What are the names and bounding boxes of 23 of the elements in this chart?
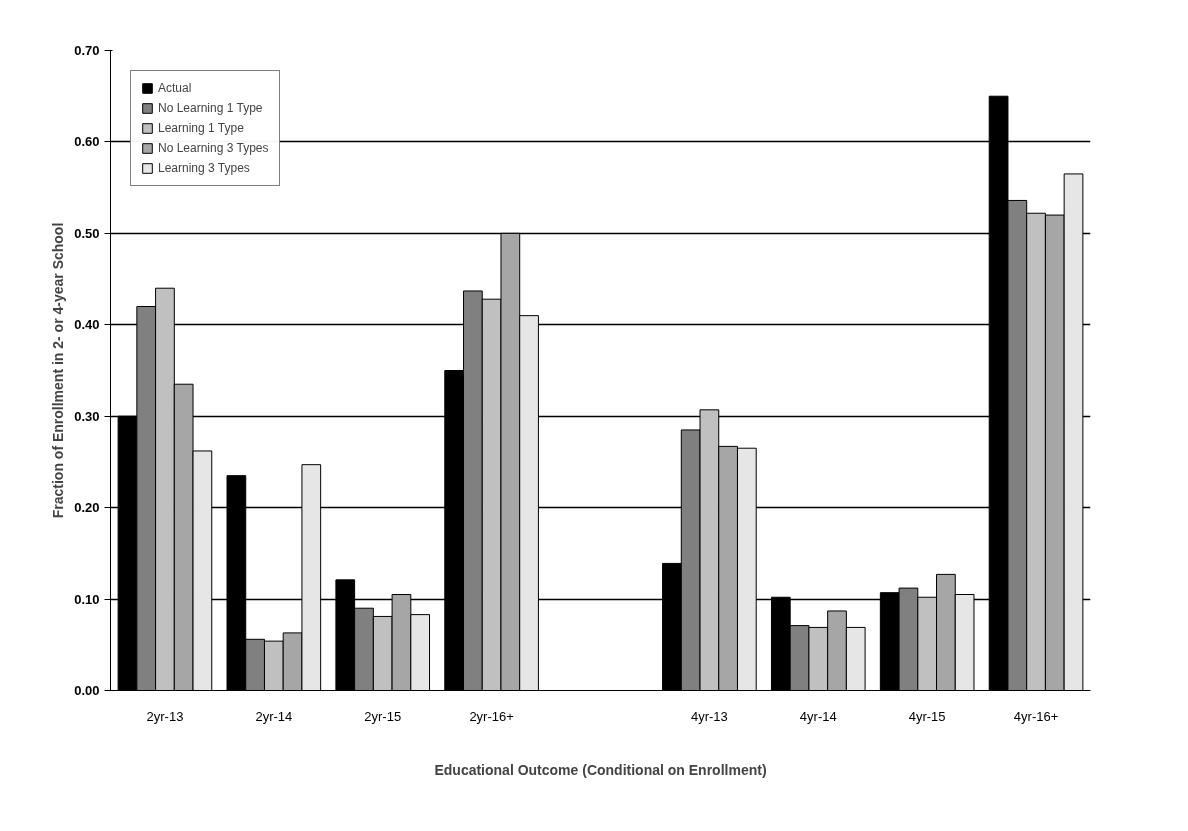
y-tick-label: 0.40 bbox=[74, 317, 100, 333]
x-tick-label: 2yr-14 bbox=[255, 708, 293, 724]
x-tick-label: 2yr-13 bbox=[146, 708, 184, 724]
x-tick-label: 4yr-16+ bbox=[1013, 708, 1059, 724]
y-tick-label: 0.60 bbox=[74, 134, 100, 150]
x-tick-label: 2yr-16+ bbox=[469, 708, 514, 724]
y-tick-label: 0.00 bbox=[74, 683, 100, 698]
x-tick-label: 2yr-15 bbox=[364, 708, 402, 724]
legend-label: Actual bbox=[158, 81, 192, 95]
x-tick-label: 4yr-13 bbox=[690, 708, 728, 724]
y-axis-title: Fraction of Enrollment in 2- or 4-year School bbox=[50, 222, 67, 519]
y-tick-label: 0.30 bbox=[74, 408, 100, 424]
y-tick-label: 0.20 bbox=[74, 500, 100, 516]
y-tick-label: 0.50 bbox=[74, 225, 100, 241]
legend-label: Learning 3 Types bbox=[158, 161, 250, 175]
legend-label: No Learning 3 Types bbox=[158, 141, 269, 155]
legend-label: Learning 1 Type bbox=[158, 121, 244, 135]
x-tick-label: 4yr-15 bbox=[908, 708, 946, 724]
x-axis-title: Educational Outcome (Conditional on Enrollment) bbox=[434, 761, 767, 778]
y-tick-label: 0.70 bbox=[74, 43, 100, 58]
legend-label: No Learning 1 Type bbox=[158, 101, 263, 115]
y-tick-label: 0.10 bbox=[74, 591, 100, 607]
x-tick-label: 4yr-14 bbox=[799, 708, 837, 724]
